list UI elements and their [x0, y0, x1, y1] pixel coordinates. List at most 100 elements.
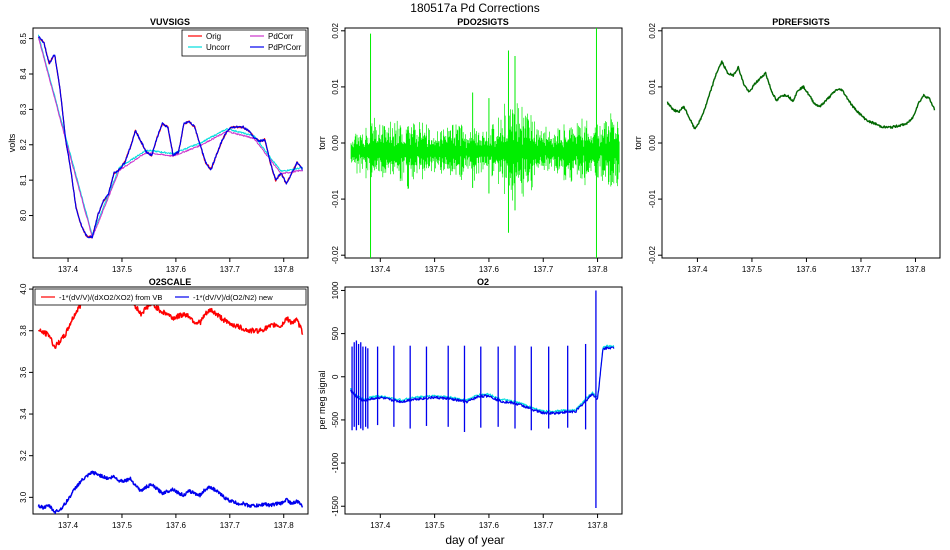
- y-tick-label: 0: [331, 374, 340, 379]
- legend-box: [34, 288, 307, 306]
- y-tick-label: -0.02: [331, 246, 340, 265]
- panel-title: VUVSIGS: [150, 17, 190, 27]
- y-tick-label: 8.3: [19, 103, 28, 115]
- y-tick-label: 500: [331, 326, 340, 340]
- x-tick-label: 137.5: [742, 265, 763, 274]
- series-orig: [38, 36, 304, 239]
- y-tick-label: 3.6: [19, 366, 28, 378]
- y-axis-label: torr: [633, 136, 643, 150]
- plot-area: [349, 290, 615, 508]
- x-tick-label: 137.5: [425, 265, 446, 274]
- plot-frame: [32, 27, 309, 259]
- axes: 137.4 137.5 137.6 137.7 137.8 -1500 -1000 -500 0…: [331, 281, 608, 530]
- panel-pdo2sigts: PDO2SIGTS torr 137.4 137.5 137.6 137.7 137.8…: [317, 17, 623, 274]
- legend-label: Uncorr: [206, 43, 230, 52]
- y-tick-label: 8.0: [19, 209, 28, 221]
- legend-label: Orig: [206, 32, 221, 41]
- series-o2-cyan: [349, 344, 615, 413]
- series--1-dv-v-d-o2-n2-new: [37, 470, 304, 514]
- series-pdcorr: [37, 37, 304, 239]
- plot-area: [37, 34, 304, 239]
- y-tick-label: 0.02: [648, 22, 657, 38]
- plot-area: [666, 60, 936, 130]
- series-line: [349, 344, 615, 413]
- panel-o2: O2 per meg signal 137.4 137.5 137.6 137.7 13…: [317, 277, 623, 530]
- panel-vuvsigs: VUVSIGS volts 137.4 137.5 137.6 137.7 137.8 8…: [7, 17, 309, 274]
- y-tick-label: 0.00: [648, 135, 657, 151]
- legend-box: [181, 29, 307, 57]
- x-tick-label: 137.7: [851, 265, 872, 274]
- x-tick-label: 137.4: [687, 265, 708, 274]
- legend-label: PdCorr: [268, 32, 294, 41]
- x-tick-label: 137.6: [479, 265, 500, 274]
- series-uncorr: [37, 34, 304, 236]
- series-line: [38, 36, 304, 239]
- y-tick-label: -0.01: [648, 189, 657, 208]
- x-tick-label: 137.7: [533, 265, 554, 274]
- y-tick-label: 4.0: [19, 283, 28, 295]
- x-tick-label: 137.7: [533, 521, 554, 530]
- x-tick-label: 137.4: [370, 521, 391, 530]
- legend: -1*(dV/V)/(dXO2/XO2) from VB -1*(dV/V)/d(…: [34, 288, 307, 306]
- y-tick-label: 0.01: [331, 79, 340, 95]
- x-tick-label: 137.6: [166, 521, 187, 530]
- y-tick-label: 0.01: [648, 79, 657, 95]
- y-axis-label: torr: [317, 136, 327, 150]
- y-tick-label: 8.2: [19, 139, 28, 151]
- x-tick-label: 137.8: [905, 265, 926, 274]
- y-tick-label: -0.01: [331, 189, 340, 208]
- axes: 137.4 137.5 137.6 137.7 137.8 3.0 3.2 3.4 3.6 3.8…: [19, 283, 294, 530]
- y-tick-label: 3.4: [19, 408, 28, 420]
- axes: 137.4 137.5 137.6 137.7 137.8 -0.02 -0.01 0.00 0…: [648, 22, 926, 274]
- x-tick-label: 137.6: [796, 265, 817, 274]
- axes: 137.4 137.5 137.6 137.7 137.8 -0.02 -0.01 0.00 0…: [331, 22, 608, 274]
- y-tick-label: -500: [331, 411, 340, 428]
- y-tick-label: 3.2: [19, 450, 28, 462]
- panel-title: O2: [477, 277, 489, 287]
- axes: 137.4 137.5 137.6 137.7 137.8 8.0 8.1 8.2 8.3 8.4…: [19, 33, 294, 274]
- series-pdprcorr: [38, 36, 303, 239]
- x-tick-label: 137.5: [112, 265, 133, 274]
- x-tick-label: 137.4: [58, 521, 79, 530]
- y-axis-label: per meg signal: [317, 370, 327, 429]
- x-tick-label: 137.7: [220, 265, 241, 274]
- panel-title: PDREFSIGTS: [772, 17, 830, 27]
- plot-area: [350, 28, 620, 258]
- legend-label: PdPrCorr: [268, 43, 302, 52]
- series-line: [666, 60, 936, 130]
- series-o2-blue: [350, 290, 615, 508]
- y-tick-label: -1500: [331, 495, 340, 516]
- x-tick-label: 137.6: [166, 265, 187, 274]
- legend-label: -1*(dV/V)/d(O2/N2) new: [193, 293, 273, 302]
- x-tick-label: 137.8: [588, 265, 609, 274]
- panel-o2scale: O2SCALE 137.4 137.5 137.6 137.7 137.8 3.0 3.2 3…: [19, 277, 309, 530]
- x-tick-label: 137.8: [588, 521, 609, 530]
- x-tick-label: 137.5: [425, 521, 446, 530]
- legend: Orig PdCorr Uncorr PdPrCorr: [181, 29, 307, 57]
- y-tick-label: 0.00: [331, 135, 340, 151]
- figure-title: 180517a Pd Corrections: [410, 1, 539, 15]
- series-line: [37, 37, 304, 239]
- series-line: [38, 36, 303, 239]
- y-tick-label: 8.5: [19, 33, 28, 45]
- panel-title: PDO2SIGTS: [457, 17, 509, 27]
- y-axis-label: volts: [7, 133, 17, 152]
- x-tick-label: 137.4: [58, 265, 79, 274]
- plot-frame: [344, 286, 623, 515]
- y-tick-label: 0.02: [331, 22, 340, 38]
- plot-area: [37, 292, 304, 514]
- x-tick-label: 137.7: [220, 521, 241, 530]
- series-line: [37, 34, 304, 236]
- y-tick-label: 8.1: [19, 174, 28, 186]
- panel-pdrefsigts: PDREFSIGTS torr 137.4 137.5 137.6 137.7 137.…: [633, 17, 941, 274]
- plot-frame: [661, 27, 941, 259]
- series-noise: [350, 103, 620, 201]
- series-line: [37, 470, 304, 514]
- series-pdo2sigts: [350, 28, 620, 258]
- y-tick-label: 1000: [331, 281, 340, 299]
- legend-label: -1*(dV/V)/(dXO2/XO2) from VB: [59, 293, 162, 302]
- y-tick-label: 8.4: [19, 68, 28, 80]
- series-line: [350, 346, 615, 415]
- y-tick-label: 3.0: [19, 491, 28, 503]
- x-tick-label: 137.4: [370, 265, 391, 274]
